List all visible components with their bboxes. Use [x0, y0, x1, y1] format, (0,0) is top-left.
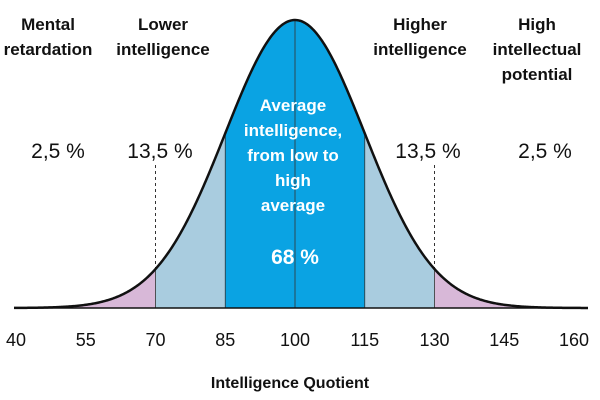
x-tick-160: 160	[559, 330, 589, 350]
label-average-3: from low to	[247, 146, 339, 165]
label-higher-intelligence-2: intelligence	[373, 40, 467, 59]
x-tick-145: 145	[489, 330, 519, 350]
section-dividers	[155, 20, 435, 308]
label-average-1: Average	[260, 96, 326, 115]
percent-high-potential: 2,5 %	[518, 140, 572, 163]
label-average-4: high	[275, 171, 311, 190]
region-right-tail	[434, 269, 588, 308]
label-mental-retardation-1: Mental	[21, 15, 75, 34]
x-tick-130: 130	[419, 330, 449, 350]
bell-curve-outline	[14, 18, 588, 310]
region-left-tail	[14, 269, 156, 308]
x-tick-100: 100	[280, 330, 310, 350]
label-lower-intelligence-1: Lower	[138, 15, 188, 34]
x-tick-55: 55	[76, 330, 96, 350]
label-average-2: intelligence,	[244, 121, 342, 140]
x-tick-70: 70	[145, 330, 165, 350]
label-lower-intelligence-2: intelligence	[116, 40, 210, 59]
x-tick-40: 40	[6, 330, 26, 350]
label-mental-retardation-2: retardation	[4, 40, 93, 59]
label-average-5: average	[261, 196, 325, 215]
percent-mental-retardation: 2,5 %	[31, 140, 85, 163]
percent-higher-intelligence: 13,5 %	[395, 140, 460, 163]
percent-average: 68 %	[271, 246, 319, 269]
percent-lower-intelligence: 13,5 %	[127, 140, 192, 163]
label-high-potential-1: High	[518, 15, 556, 34]
label-high-potential-2: intellectual	[493, 40, 582, 59]
x-axis-label: Intelligence Quotient	[211, 375, 370, 392]
label-high-potential-3: potential	[502, 65, 573, 84]
x-tick-85: 85	[215, 330, 235, 350]
x-tick-labels: 40 55 70 85 100 115 130 145 160	[6, 330, 589, 350]
label-higher-intelligence-1: Higher	[393, 15, 447, 34]
x-tick-115: 115	[350, 330, 379, 350]
